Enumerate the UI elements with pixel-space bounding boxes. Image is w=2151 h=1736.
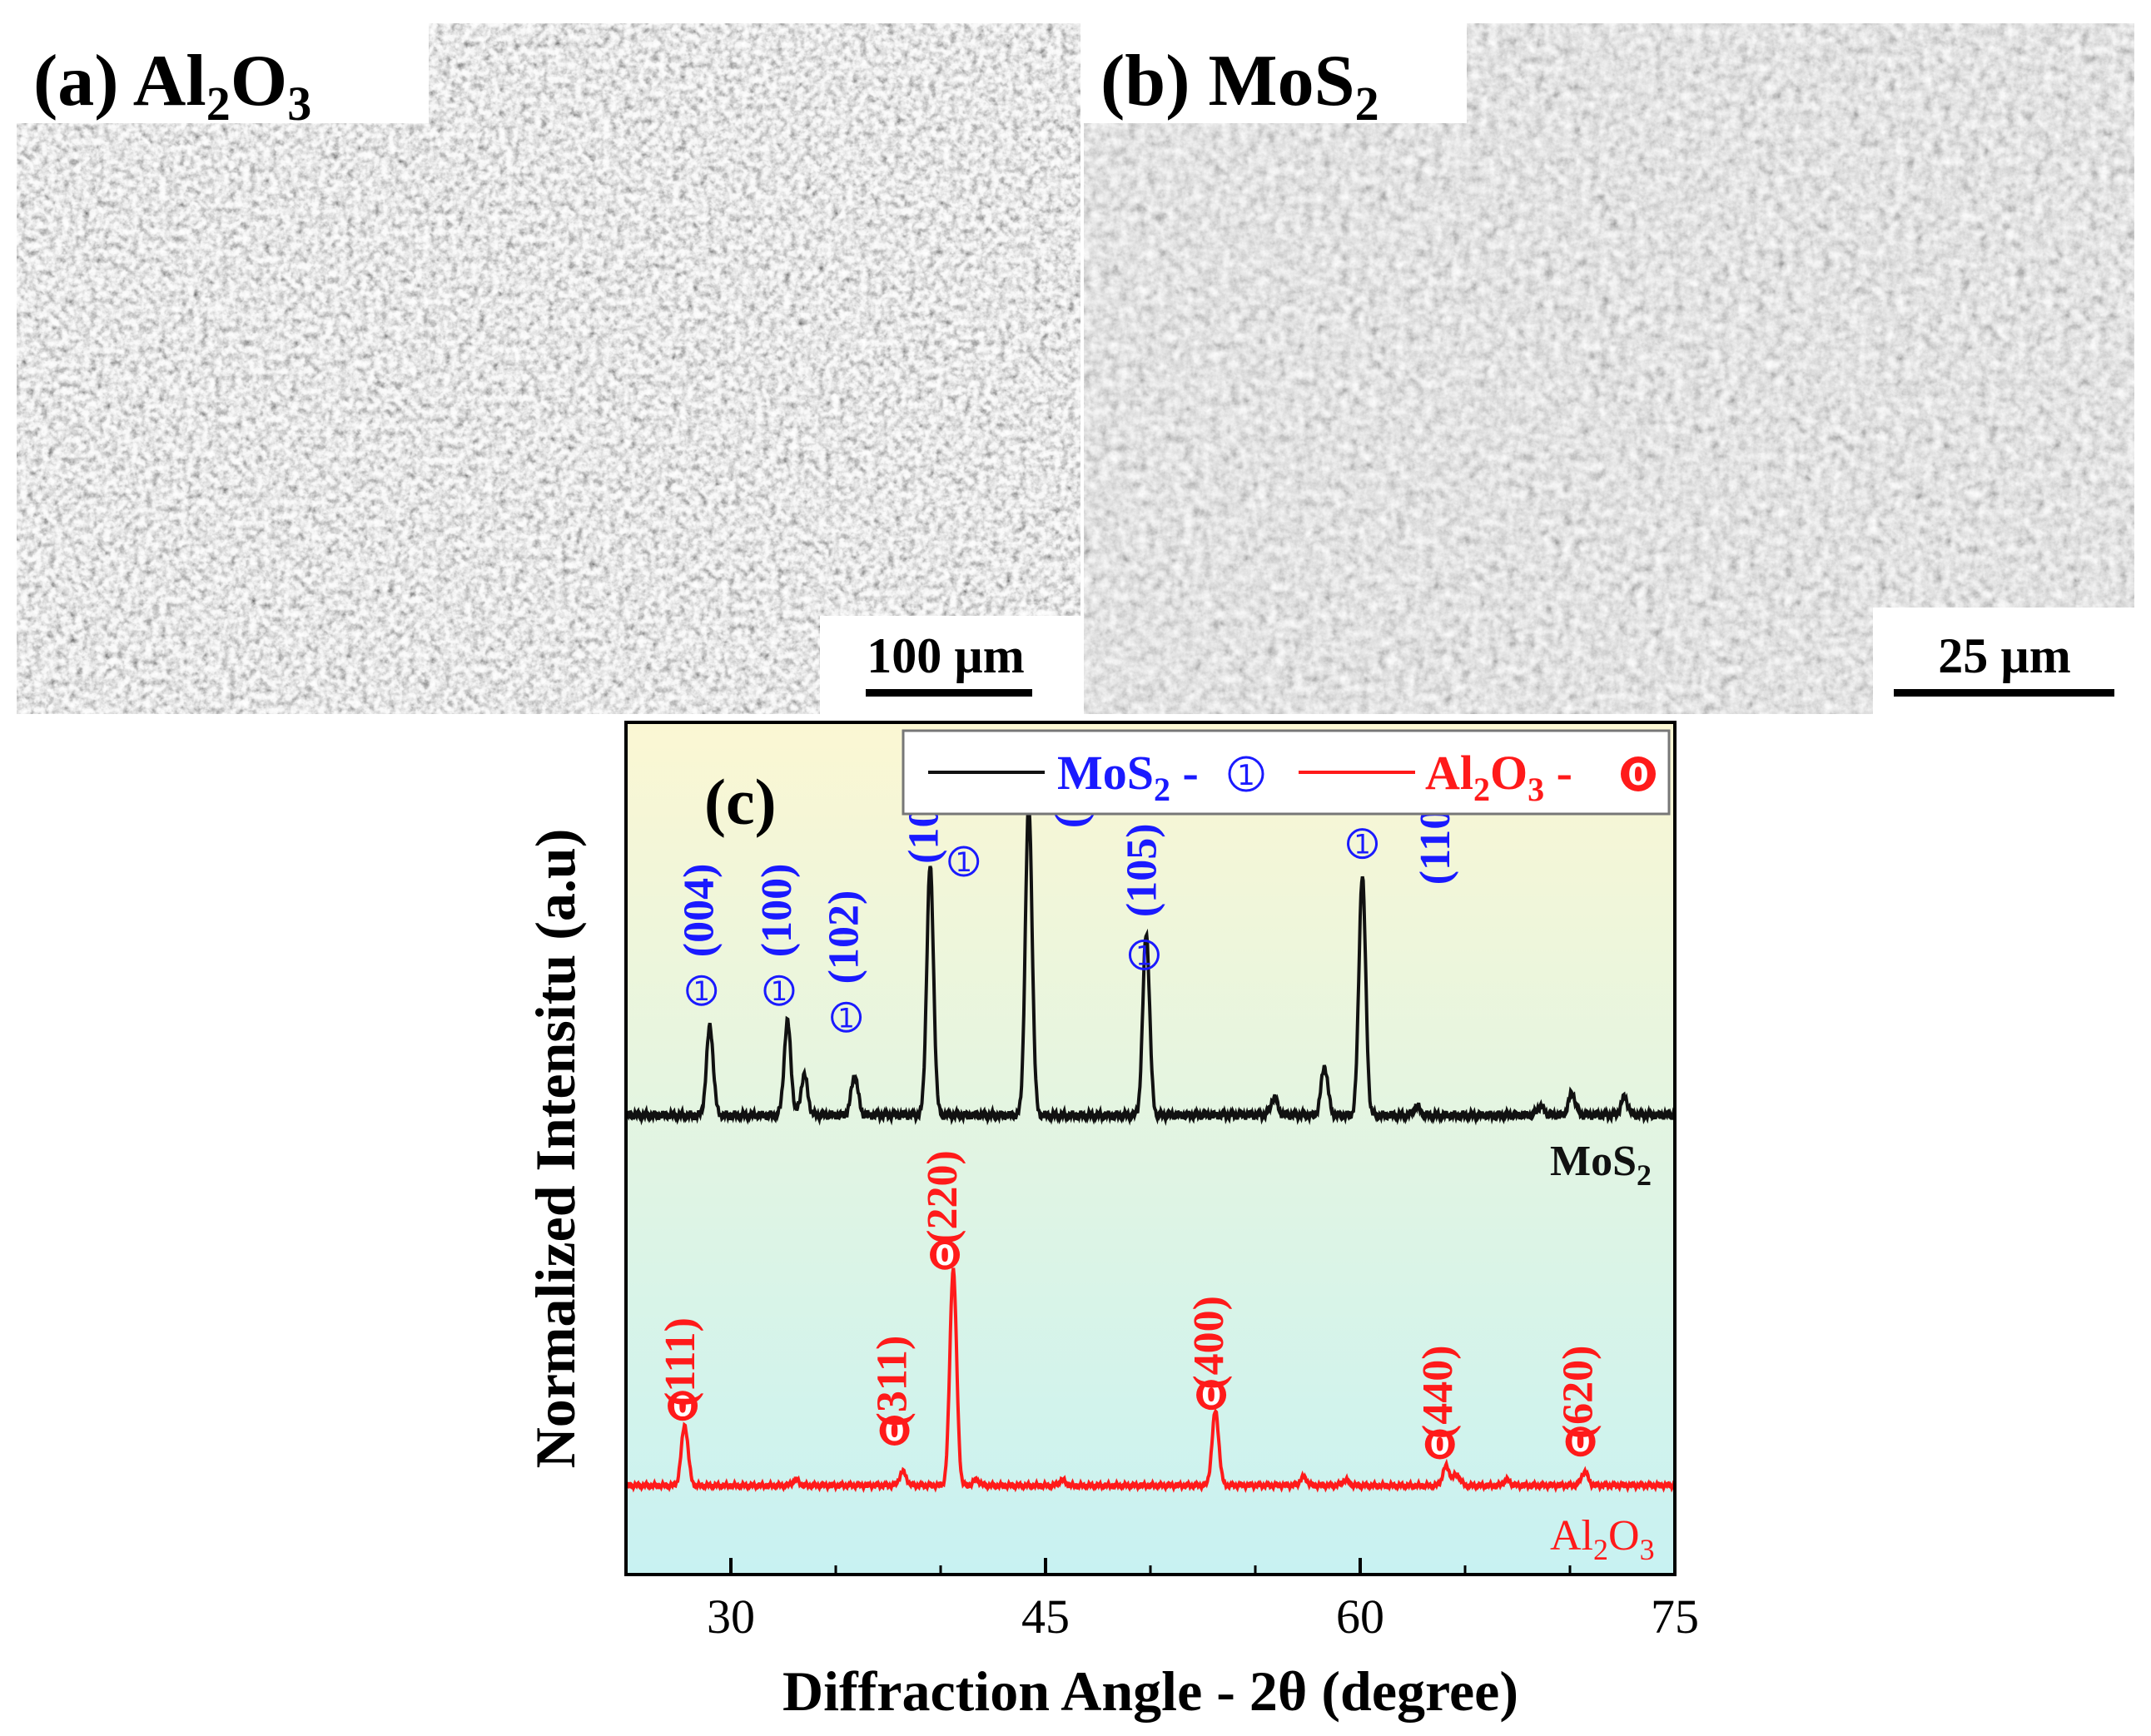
series-line-al2o3 <box>624 1267 1677 1494</box>
svg-text:0: 0 <box>885 1415 905 1448</box>
svg-text:1: 1 <box>1237 759 1255 792</box>
peak-marker-mos2: 1 <box>1347 828 1379 861</box>
svg-text:1: 1 <box>956 846 972 878</box>
peak-marker-mos2: 1 <box>686 975 718 1007</box>
sem-panel-b: (b) MoS2 25 µm <box>1084 23 2134 714</box>
peak-marker-al2o3: 0 <box>1196 1379 1227 1412</box>
peak-label: (100) <box>753 864 801 958</box>
svg-text:0: 0 <box>1571 1426 1591 1459</box>
xrd-chart: 1(004)1(100)1(102)(103)11(006)1(105)1(11… <box>524 721 1699 1723</box>
sem-image-b <box>1084 23 2134 714</box>
x-axis-ticks: 30 45 60 75 <box>624 1558 1699 1644</box>
x-tick-label: 60 <box>1336 1590 1384 1644</box>
svg-text:0: 0 <box>1627 758 1648 792</box>
peak-marker-al2o3: 0 <box>668 1390 698 1423</box>
peak-marker-mos2: 1 <box>948 846 980 878</box>
peak-label: (400) <box>1185 1296 1233 1390</box>
legend-marker-mos2 <box>1228 756 1264 792</box>
end-label-al2o3: Al2O3 <box>1550 1512 1655 1566</box>
sem-panel-a: (a) Al2O3 100 µm <box>17 23 1080 714</box>
scalebar-label-a: 100 µm <box>867 628 1025 683</box>
panel-label-c: (c) <box>704 766 777 838</box>
peak-label: (105) <box>1118 823 1165 917</box>
svg-text:0: 0 <box>1201 1379 1221 1412</box>
scalebar-b <box>1894 689 2114 697</box>
legend-label-al2o3: Al2O3 - <box>1425 746 1572 808</box>
xrd-curves <box>624 801 1677 1494</box>
svg-text:0: 0 <box>673 1390 693 1423</box>
svg-text:1: 1 <box>771 975 787 1007</box>
x-axis-label: Diffraction Angle - 2θ (degree) <box>782 1659 1518 1723</box>
peak-marker-al2o3: 0 <box>1424 1429 1455 1462</box>
peak-label: (220) <box>919 1150 966 1244</box>
x-tick-label: 75 <box>1651 1590 1699 1644</box>
legend: MoS2 - 1 Al2O3 - 0 <box>902 729 1671 816</box>
x-tick-label: 45 <box>1021 1590 1070 1644</box>
scalebar-box-a <box>820 616 1080 714</box>
scalebar-a <box>866 689 1032 697</box>
svg-text:1: 1 <box>1135 940 1152 971</box>
svg-text:1: 1 <box>1354 829 1370 861</box>
panel-label-b: (b) MoS2 <box>1100 41 1379 131</box>
scalebar-label-b: 25 µm <box>1938 628 2071 683</box>
svg-text:0: 0 <box>935 1239 955 1272</box>
legend-label-mos2: MoS2 - <box>1057 746 1199 808</box>
peak-marker-mos2: 1 <box>763 975 795 1007</box>
peak-marker-al2o3: 0 <box>1565 1426 1596 1459</box>
peak-marker-al2o3: 0 <box>930 1239 961 1272</box>
peak-marker-al2o3: 0 <box>879 1415 910 1448</box>
peak-label: (102) <box>821 890 868 985</box>
series-end-labels: MoS2 Al2O3 <box>1550 1138 1655 1566</box>
peak-marker-mos2: 1 <box>831 1001 862 1034</box>
legend-marker-al2o3 <box>1621 756 1656 791</box>
peak-marker-mos2: 1 <box>1128 939 1160 971</box>
label-box-a <box>17 23 429 123</box>
peak-label: (311) <box>869 1336 917 1427</box>
peak-label: (111) <box>657 1317 704 1406</box>
svg-text:1: 1 <box>693 975 710 1007</box>
peak-label: (440) <box>1414 1345 1462 1439</box>
y-axis-label: Normalized Intensitu (a.u) <box>524 829 587 1469</box>
plot-area <box>626 722 1675 1575</box>
svg-text:1: 1 <box>837 1002 854 1034</box>
peak-label: (004) <box>676 864 723 958</box>
panel-label-a: (a) Al2O3 <box>33 41 311 131</box>
svg-text:0: 0 <box>1430 1429 1450 1462</box>
peak-label: (620) <box>1555 1345 1602 1439</box>
series-line-mos2 <box>624 801 1677 1126</box>
label-box-b <box>1084 23 1467 123</box>
end-label-mos2: MoS2 <box>1550 1138 1652 1192</box>
sem-image-a <box>17 23 1080 714</box>
x-tick-label: 30 <box>707 1590 755 1644</box>
